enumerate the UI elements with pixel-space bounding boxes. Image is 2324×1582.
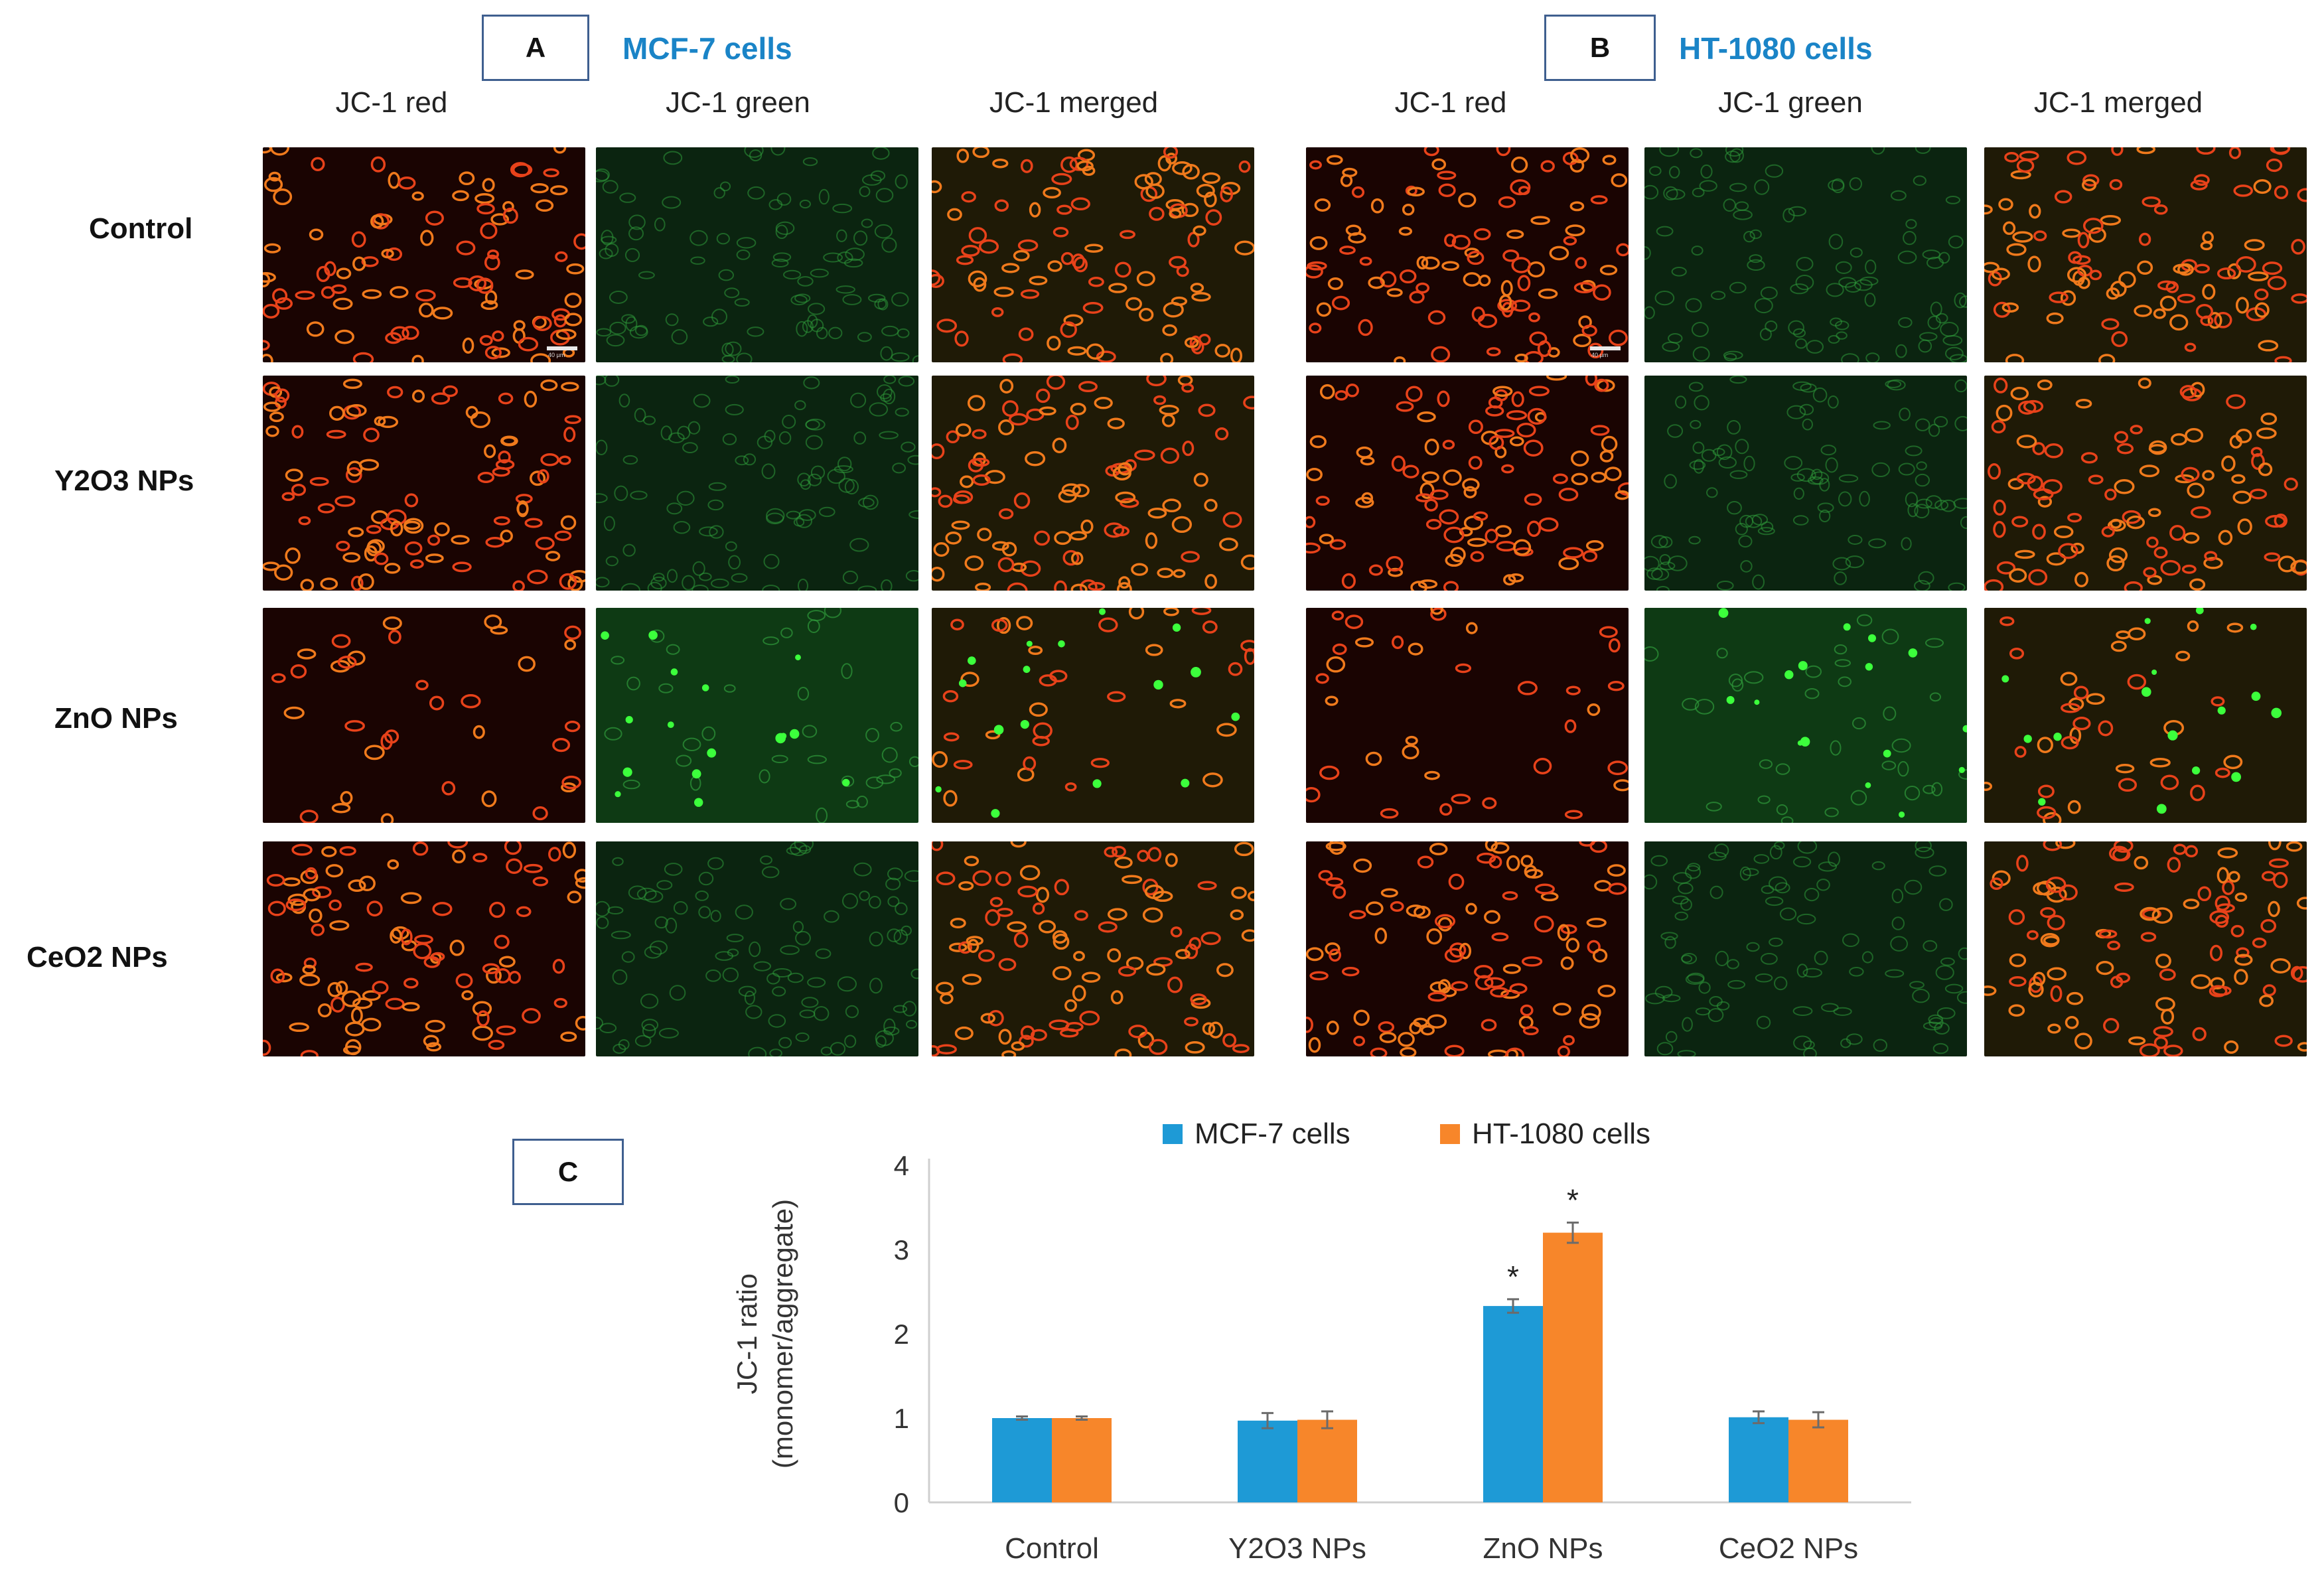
- panel-a-letter: A: [525, 32, 546, 63]
- bar-zno-nps-ht-1080-cells: [1543, 1232, 1603, 1502]
- col-label-b-merged: JC-1 merged: [2033, 86, 2203, 119]
- scale-bar-a: [547, 346, 577, 350]
- panel-b-label: B: [1544, 15, 1656, 81]
- micro-image-b-ceo2-green: [1644, 841, 1967, 1056]
- y-axis-label-line1: JC-1 ratio: [731, 1273, 763, 1394]
- jc1-ratio-bar-chart: 0 1 2 3 4 JC-1 ratio (monomer/aggregate) Contro…: [731, 1150, 1911, 1565]
- micro-image-a-control-merged: [932, 147, 1254, 362]
- panel-a-label: A: [482, 15, 589, 81]
- col-label-a-red: JC-1 red: [335, 86, 448, 119]
- panel-b-letter: B: [1589, 32, 1611, 63]
- legend-swatch-mcf7: [1163, 1124, 1183, 1144]
- col-label-b-red: JC-1 red: [1394, 86, 1507, 119]
- x-tick-label-zno-nps: ZnO NPs: [1483, 1532, 1603, 1565]
- row-label-ceo2: CeO2 NPs: [27, 941, 168, 973]
- micro-image-b-ceo2-red: [1306, 841, 1629, 1056]
- row-label-y2o3: Y2O3 NPs: [54, 465, 194, 497]
- micro-image-a-y2o3-merged: [932, 376, 1254, 591]
- micro-image-b-zno-merged: [1984, 608, 2307, 823]
- bar-ceo2-nps-ht-1080-cells: [1788, 1419, 1848, 1502]
- micro-image-b-y2o3-red: [1306, 376, 1629, 591]
- y-tick-label-1: 1: [894, 1403, 909, 1434]
- x-tick-label-y2o3-nps: Y2O3 NPs: [1228, 1532, 1366, 1565]
- micro-image-a-y2o3-green: [596, 376, 918, 591]
- x-tick-label-control: Control: [1005, 1532, 1099, 1565]
- legend-item-ht1080: HT-1080 cells: [1440, 1117, 1650, 1151]
- micro-image-b-zno-red: [1306, 608, 1629, 823]
- y-tick-label-3: 3: [894, 1234, 909, 1265]
- legend-swatch-ht1080: [1440, 1124, 1460, 1144]
- micro-image-b-control-red: [1306, 147, 1629, 362]
- scale-bar-label-a: 40 µm: [548, 352, 565, 358]
- row-label-control: Control: [89, 212, 193, 245]
- y-tick-label-0: 0: [894, 1487, 909, 1518]
- panel-a-title: MCF-7 cells: [622, 31, 792, 66]
- bar-control-mcf-7-cells: [992, 1418, 1052, 1502]
- micro-image-a-zno-green: [596, 608, 918, 823]
- bar-y2o3-nps-ht-1080-cells: [1297, 1419, 1357, 1502]
- micro-image-a-ceo2-merged: [932, 841, 1254, 1056]
- bar-y2o3-nps-mcf-7-cells: [1238, 1420, 1297, 1502]
- panel-c-label: C: [512, 1139, 624, 1205]
- bar-ceo2-nps-mcf-7-cells: [1729, 1417, 1788, 1502]
- bar-zno-nps-mcf-7-cells: [1483, 1306, 1543, 1502]
- legend-item-mcf7: MCF-7 cells: [1163, 1117, 1350, 1151]
- y-axis-label-line2: (monomer/aggregate): [767, 1199, 798, 1469]
- col-label-b-green: JC-1 green: [1718, 86, 1863, 119]
- panel-b-title: HT-1080 cells: [1679, 31, 1873, 66]
- micro-image-b-zno-green: [1644, 608, 1967, 823]
- micro-image-b-y2o3-green: [1644, 376, 1967, 591]
- col-label-a-merged: JC-1 merged: [989, 86, 1159, 119]
- micro-image-a-control-red: [263, 147, 585, 362]
- row-label-zno: ZnO NPs: [54, 702, 178, 735]
- legend-label-mcf7: MCF-7 cells: [1195, 1117, 1350, 1150]
- micro-image-b-control-green: [1644, 147, 1967, 362]
- micro-image-b-ceo2-merged: [1984, 841, 2307, 1056]
- micro-image-a-ceo2-red: [263, 841, 585, 1056]
- y-tick-label-2: 2: [894, 1319, 909, 1350]
- bar-control-ht-1080-cells: [1052, 1418, 1112, 1502]
- micro-image-a-control-green: [596, 147, 918, 362]
- x-tick-label-ceo2-nps: CeO2 NPs: [1719, 1532, 1858, 1565]
- micro-image-b-control-merged: [1984, 147, 2307, 362]
- legend-label-ht1080: HT-1080 cells: [1472, 1117, 1651, 1150]
- significance-mark-zno-nps-mcf-7-cells: *: [1507, 1259, 1519, 1294]
- scale-bar-label-b: 40 µm: [1591, 352, 1609, 358]
- micro-image-b-y2o3-merged: [1984, 376, 2307, 591]
- scale-bar-b: [1590, 346, 1621, 350]
- significance-mark-zno-nps-ht-1080-cells: *: [1567, 1183, 1579, 1217]
- micro-image-a-zno-merged: [932, 608, 1254, 823]
- micro-image-a-y2o3-red: [263, 376, 585, 591]
- panel-c-letter: C: [557, 1156, 579, 1187]
- y-tick-label-4: 4: [894, 1150, 909, 1181]
- micro-image-a-zno-red: [263, 608, 585, 823]
- col-label-a-green: JC-1 green: [666, 86, 810, 119]
- micro-image-a-ceo2-green: [596, 841, 918, 1056]
